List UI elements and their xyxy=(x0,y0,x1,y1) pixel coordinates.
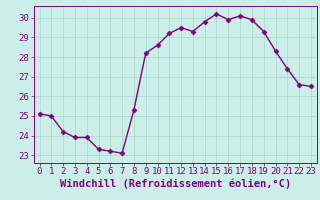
X-axis label: Windchill (Refroidissement éolien,°C): Windchill (Refroidissement éolien,°C) xyxy=(60,179,291,189)
